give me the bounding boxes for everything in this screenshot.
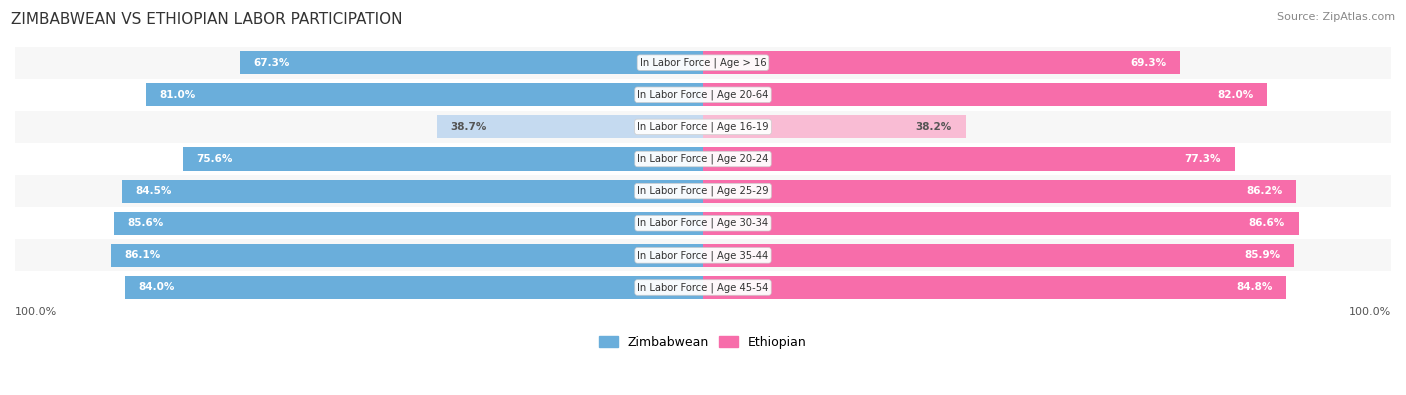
Bar	[15, 207, 1391, 239]
Text: 85.6%: 85.6%	[128, 218, 165, 228]
Bar	[15, 175, 1391, 207]
Text: 38.7%: 38.7%	[450, 122, 486, 132]
Text: In Labor Force | Age > 16: In Labor Force | Age > 16	[640, 57, 766, 68]
Bar	[703, 244, 1294, 267]
Text: 77.3%: 77.3%	[1185, 154, 1220, 164]
Text: 84.5%: 84.5%	[135, 186, 172, 196]
Text: In Labor Force | Age 45-54: In Labor Force | Age 45-54	[637, 282, 769, 293]
Text: In Labor Force | Age 20-64: In Labor Force | Age 20-64	[637, 90, 769, 100]
Text: In Labor Force | Age 16-19: In Labor Force | Age 16-19	[637, 122, 769, 132]
Text: In Labor Force | Age 20-24: In Labor Force | Age 20-24	[637, 154, 769, 164]
Bar	[111, 244, 703, 267]
Text: ZIMBABWEAN VS ETHIOPIAN LABOR PARTICIPATION: ZIMBABWEAN VS ETHIOPIAN LABOR PARTICIPAT…	[11, 12, 402, 27]
Text: 84.8%: 84.8%	[1236, 282, 1272, 292]
Text: 38.2%: 38.2%	[915, 122, 952, 132]
Bar	[15, 111, 1391, 143]
Bar	[125, 276, 703, 299]
Text: 69.3%: 69.3%	[1130, 58, 1166, 68]
Bar	[15, 239, 1391, 271]
Bar	[437, 115, 703, 139]
Bar	[703, 212, 1299, 235]
Bar	[114, 212, 703, 235]
Bar	[15, 47, 1391, 79]
Text: 82.0%: 82.0%	[1218, 90, 1253, 100]
Text: 81.0%: 81.0%	[159, 90, 195, 100]
Bar	[122, 180, 703, 203]
Text: 84.0%: 84.0%	[139, 282, 176, 292]
Bar	[703, 276, 1286, 299]
Text: Source: ZipAtlas.com: Source: ZipAtlas.com	[1277, 12, 1395, 22]
Text: In Labor Force | Age 30-34: In Labor Force | Age 30-34	[637, 218, 769, 228]
Text: In Labor Force | Age 35-44: In Labor Force | Age 35-44	[637, 250, 769, 261]
Text: In Labor Force | Age 25-29: In Labor Force | Age 25-29	[637, 186, 769, 196]
Bar	[703, 115, 966, 139]
Text: 100.0%: 100.0%	[15, 307, 58, 317]
Bar	[15, 79, 1391, 111]
Text: 86.1%: 86.1%	[124, 250, 160, 260]
Bar	[240, 51, 703, 74]
Text: 67.3%: 67.3%	[253, 58, 290, 68]
Legend: Zimbabwean, Ethiopian: Zimbabwean, Ethiopian	[595, 331, 811, 354]
Bar	[146, 83, 703, 106]
Bar	[15, 271, 1391, 303]
Bar	[703, 147, 1234, 171]
Bar	[15, 143, 1391, 175]
Bar	[703, 51, 1180, 74]
Text: 75.6%: 75.6%	[197, 154, 233, 164]
Bar	[703, 83, 1267, 106]
Bar	[703, 180, 1296, 203]
Text: 86.6%: 86.6%	[1249, 218, 1285, 228]
Text: 86.2%: 86.2%	[1246, 186, 1282, 196]
Bar	[183, 147, 703, 171]
Text: 85.9%: 85.9%	[1244, 250, 1281, 260]
Text: 100.0%: 100.0%	[1348, 307, 1391, 317]
